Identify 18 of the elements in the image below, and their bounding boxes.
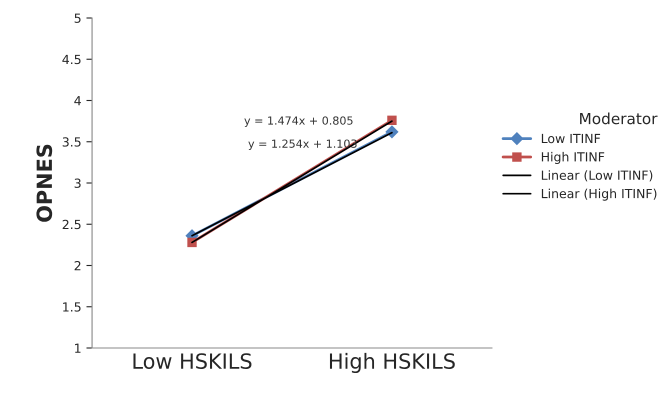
legend-label: Linear (Low ITINF) xyxy=(542,170,652,182)
y-tick-label: 5 xyxy=(74,14,81,23)
y-tick-label: 3.5 xyxy=(62,137,81,147)
x-tick-label: Low HSKILS xyxy=(133,353,252,369)
y-axis-title: OPNES xyxy=(36,144,52,222)
y-tick-label: 4.5 xyxy=(62,54,81,64)
y-tick-label: 1 xyxy=(75,344,80,353)
y-tick-label: 1.5 xyxy=(63,302,81,312)
legend-label: Low ITINF xyxy=(542,134,600,144)
y-tick-label: 4 xyxy=(74,96,81,106)
legend-title: Moderator xyxy=(580,112,658,124)
y-tick-label: 3 xyxy=(74,178,81,188)
x-tick-label: High HSKILS xyxy=(330,352,455,374)
legend-label: High ITINF xyxy=(542,152,604,164)
legend-label: Linear (High ITINF) xyxy=(542,188,656,201)
y-tick-label: 2 xyxy=(74,260,80,270)
annotation: y = 1.474x + 0.805 xyxy=(244,116,353,127)
y-tick-label: 2.5 xyxy=(62,220,81,230)
